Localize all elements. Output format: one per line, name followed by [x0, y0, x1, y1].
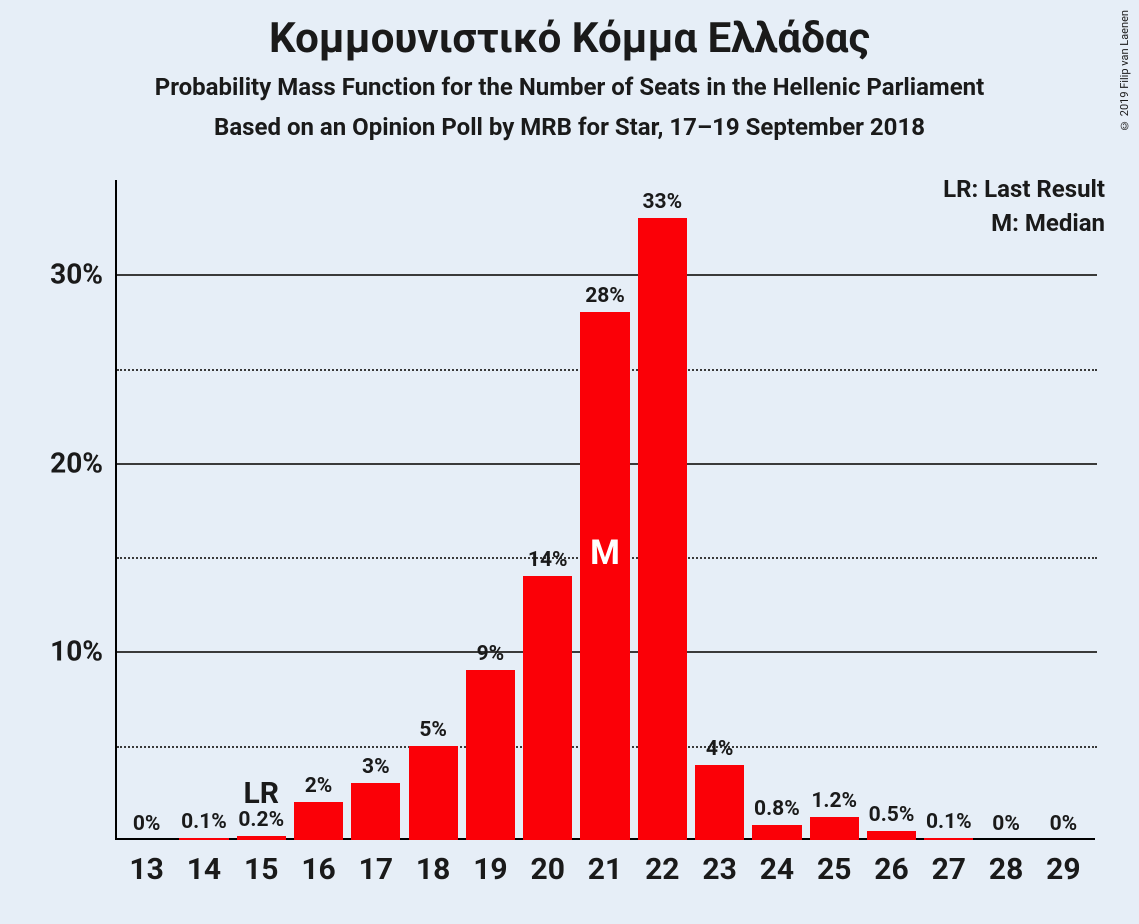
bar-value-label: 28% — [585, 284, 625, 308]
bar-value-label: 0.5% — [869, 803, 915, 827]
bar-slot: 0% — [977, 180, 1034, 840]
bar-slot: 0.1% — [920, 180, 977, 840]
bar: 14% — [523, 576, 572, 840]
chart-area: 10%20%30% 0%0.1%0.2%2%3%5%9%14%28%33%4%0… — [115, 180, 1095, 840]
x-tick-label: 26 — [863, 852, 920, 887]
bar-slot: 4% — [691, 180, 748, 840]
x-tick-label: 16 — [290, 852, 347, 887]
bar-value-label: 0.2% — [238, 808, 284, 832]
bar-slot: 33% — [634, 180, 691, 840]
bar-slot: 1.2% — [806, 180, 863, 840]
bar-value-label: 5% — [419, 718, 447, 742]
bars-container: 0%0.1%0.2%2%3%5%9%14%28%33%4%0.8%1.2%0.5… — [115, 180, 1095, 840]
median-marker: M — [590, 533, 620, 573]
bar-slot: 0% — [1035, 180, 1092, 840]
chart-subtitle-1: Probability Mass Function for the Number… — [0, 73, 1139, 101]
bar: 28% — [580, 312, 629, 840]
bar-slot: 28% — [576, 180, 633, 840]
bar: 0.2% — [237, 836, 286, 840]
x-tick-label: 13 — [118, 852, 175, 887]
bar-value-label: 1.2% — [811, 789, 857, 813]
bar-slot: 3% — [347, 180, 404, 840]
bar-value-label: 0% — [1050, 812, 1078, 836]
copyright-text: © 2019 Filip van Laenen — [1118, 10, 1131, 132]
x-tick-label: 19 — [462, 852, 519, 887]
y-tick-label: 20% — [50, 446, 103, 479]
bar-slot: 14% — [519, 180, 576, 840]
bar: 0.1% — [924, 838, 973, 840]
x-tick-label: 18 — [404, 852, 461, 887]
bar-slot: 0.1% — [175, 180, 232, 840]
x-tick-label: 21 — [576, 852, 633, 887]
bar: 1.2% — [810, 817, 859, 840]
bar: 0.8% — [752, 825, 801, 840]
bar-value-label: 3% — [362, 755, 390, 779]
last-result-marker: LR — [244, 776, 279, 811]
bar-slot: 0.5% — [863, 180, 920, 840]
bar: 4% — [695, 765, 744, 840]
x-tick-label: 20 — [519, 852, 576, 887]
x-tick-label: 15 — [233, 852, 290, 887]
bar: 3% — [351, 783, 400, 840]
x-axis-labels: 1314151617181920212223242526272829 — [115, 852, 1095, 887]
bar-value-label: 0.1% — [181, 810, 227, 834]
chart-subtitle-2: Based on an Opinion Poll by MRB for Star… — [0, 113, 1139, 141]
bar-slot: 0.2% — [233, 180, 290, 840]
x-tick-label: 29 — [1035, 852, 1092, 887]
y-tick-label: 10% — [50, 635, 103, 668]
x-tick-label: 14 — [175, 852, 232, 887]
bar-value-label: 33% — [643, 190, 683, 214]
x-tick-label: 27 — [920, 852, 977, 887]
x-tick-label: 23 — [691, 852, 748, 887]
bar: 33% — [638, 218, 687, 840]
bar-value-label: 2% — [305, 774, 333, 798]
bar: 0.1% — [179, 838, 228, 840]
x-tick-label: 25 — [806, 852, 863, 887]
x-tick-label: 28 — [977, 852, 1034, 887]
y-tick-label: 30% — [50, 258, 103, 291]
bar-value-label: 9% — [477, 642, 505, 666]
bar-value-label: 0.1% — [926, 810, 972, 834]
bar-value-label: 0.8% — [754, 797, 800, 821]
bar: 0.5% — [867, 831, 916, 840]
x-tick-label: 22 — [634, 852, 691, 887]
bar-slot: 5% — [404, 180, 461, 840]
x-tick-label: 17 — [347, 852, 404, 887]
bar-value-label: 14% — [528, 548, 568, 572]
bar-value-label: 4% — [706, 737, 734, 761]
bar-slot: 2% — [290, 180, 347, 840]
chart-title: Κομμουνιστικό Κόμμα Ελλάδας — [0, 0, 1139, 63]
bar-value-label: 0% — [992, 812, 1020, 836]
bar-value-label: 0% — [133, 812, 161, 836]
x-tick-label: 24 — [748, 852, 805, 887]
bar: 2% — [294, 802, 343, 840]
bar-slot: 0% — [118, 180, 175, 840]
bar-slot: 0.8% — [748, 180, 805, 840]
bar-slot: 9% — [462, 180, 519, 840]
bar: 5% — [409, 746, 458, 840]
bar: 9% — [466, 670, 515, 840]
